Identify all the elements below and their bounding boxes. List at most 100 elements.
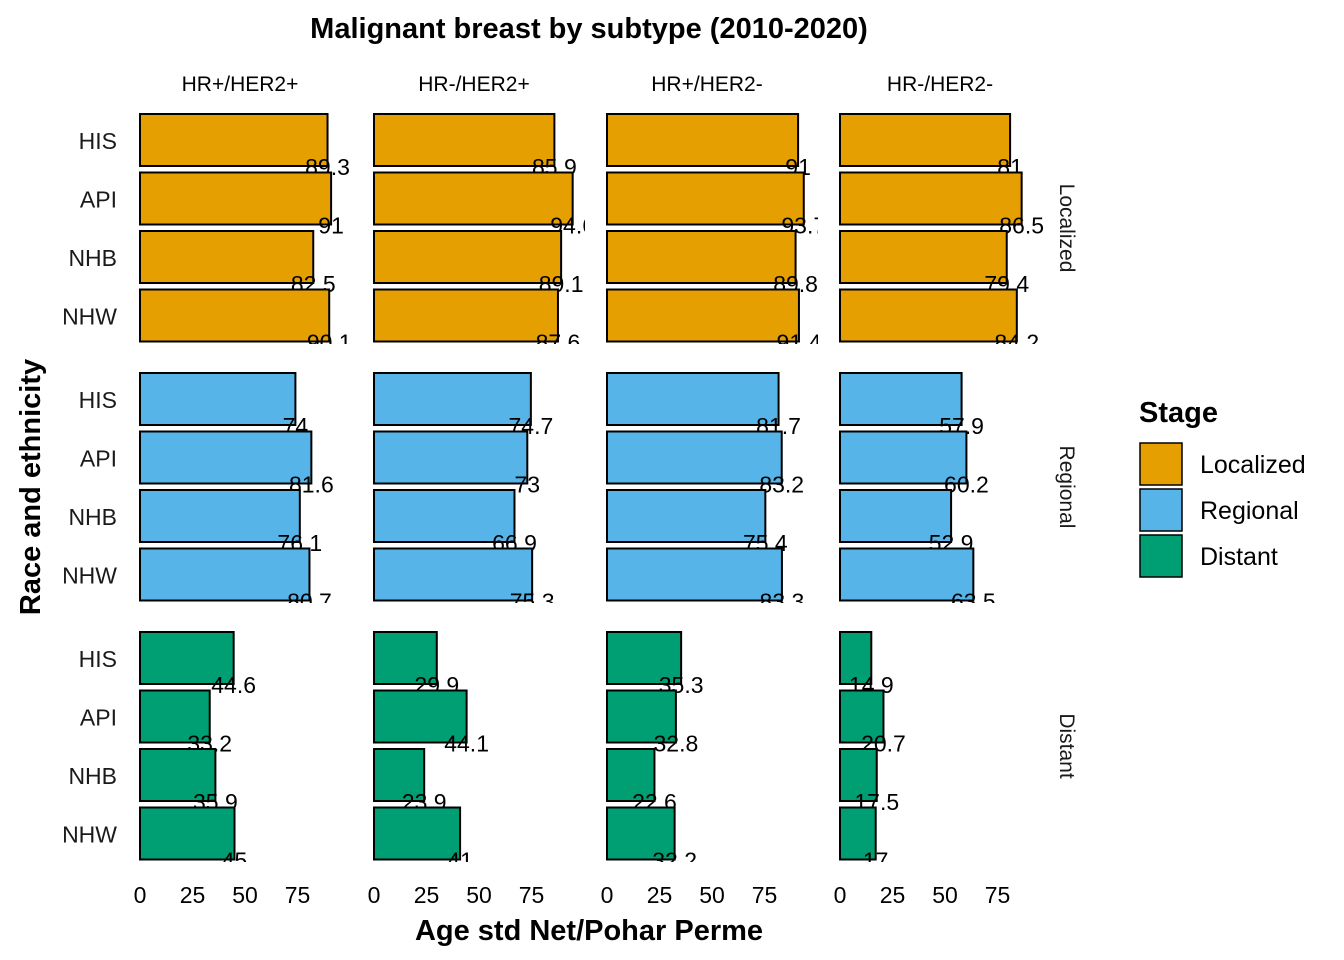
data-label: 87.6 — [536, 330, 581, 356]
bar — [606, 288, 800, 343]
x-tick-label: 75 — [285, 882, 311, 908]
data-label: 83.3 — [760, 589, 805, 615]
legend-key — [1139, 488, 1183, 532]
bar — [606, 806, 676, 861]
legend-title: Stage — [1139, 397, 1218, 429]
bar — [373, 430, 529, 485]
data-label: 83.2 — [759, 472, 804, 498]
bar — [606, 547, 783, 602]
bar — [139, 113, 329, 167]
x-tick-label: 25 — [180, 882, 206, 908]
y-tick-label: HIS — [79, 387, 117, 413]
y-tick-label: NHB — [68, 504, 117, 530]
y-axis-label: Race and ethnicity — [15, 359, 47, 615]
facet-panel: 57.960.252.963.5 — [839, 372, 996, 615]
bar — [839, 288, 1018, 343]
data-label: 63.5 — [951, 589, 996, 615]
bar — [139, 230, 315, 284]
data-label: 91 — [318, 213, 344, 239]
facet-row-label: Regional — [1055, 446, 1078, 529]
bar — [606, 430, 783, 485]
y-tick-label: NHW — [62, 304, 117, 330]
bar — [373, 806, 462, 861]
bar — [606, 689, 677, 744]
data-label: 80.7 — [287, 589, 332, 615]
legend: Stage Localized Regional Distant — [1139, 397, 1306, 578]
x-axis-label: Age std Net/Pohar Perme — [415, 915, 763, 947]
bar — [606, 631, 683, 685]
data-label: 84.2 — [994, 330, 1039, 356]
legend-key — [1139, 442, 1183, 486]
x-tick-label: 0 — [134, 882, 147, 908]
y-tick-label: HIS — [79, 128, 117, 154]
data-label: 32.8 — [653, 731, 698, 757]
y-tick-label: NHB — [68, 763, 117, 789]
x-tick-label: 75 — [985, 882, 1011, 908]
bar — [373, 689, 468, 744]
chart-title: Malignant breast by subtype (2010-2020) — [310, 13, 868, 45]
bar — [839, 171, 1023, 226]
data-label: 44.1 — [444, 731, 489, 757]
bar — [839, 806, 877, 861]
facet-panel: 44.633.235.945 — [139, 631, 256, 874]
facet-column-label: HR+/HER2- — [651, 73, 762, 96]
bar — [373, 113, 556, 167]
y-tick-label: API — [80, 187, 117, 213]
bar — [373, 547, 534, 602]
y-tick-label: HIS — [79, 646, 117, 672]
x-tick-label: 50 — [232, 882, 258, 908]
data-label: 17 — [863, 848, 889, 874]
data-label: 90.1 — [307, 330, 352, 356]
bar — [139, 806, 236, 861]
bar — [839, 748, 878, 802]
bar — [606, 748, 656, 802]
facet-column-label: HR+/HER2+ — [182, 73, 299, 96]
bar — [839, 430, 968, 485]
data-label: 73 — [515, 472, 541, 498]
x-tick-label: 0 — [368, 882, 381, 908]
x-tick-label: 25 — [414, 882, 440, 908]
bar — [373, 489, 516, 543]
facet-column-label: HR-/HER2- — [887, 73, 993, 96]
bar — [139, 171, 333, 226]
x-tick-label: 75 — [752, 882, 778, 908]
data-label: 41 — [447, 848, 473, 874]
x-tick-label: 25 — [880, 882, 906, 908]
facet-column-label: HR-/HER2+ — [418, 73, 529, 96]
bar — [139, 489, 301, 543]
bar — [839, 631, 873, 685]
facet-row-label: Distant — [1055, 713, 1078, 779]
facet-panel: 85.994.689.187.6 — [373, 113, 585, 356]
bar — [139, 547, 311, 602]
bar — [839, 489, 953, 543]
bar — [839, 372, 963, 426]
bar — [139, 748, 217, 802]
bar — [139, 689, 211, 744]
facet-panel: 29.944.123.941 — [373, 631, 489, 874]
x-tick-label: 50 — [699, 882, 725, 908]
legend-label: Regional — [1200, 497, 1299, 525]
data-label: 91.4 — [777, 330, 822, 356]
bar — [606, 489, 767, 543]
legend-label: Localized — [1200, 451, 1306, 479]
data-label: 45 — [222, 848, 248, 874]
y-tick-label: NHW — [62, 563, 117, 589]
bar — [606, 230, 797, 284]
bar — [839, 113, 1012, 167]
facet-panel: 14.920.717.517 — [839, 631, 906, 874]
bar — [139, 288, 331, 343]
data-label: 44.6 — [211, 672, 256, 698]
bar — [606, 113, 800, 167]
data-label: 32.2 — [652, 848, 697, 874]
bar — [373, 748, 426, 802]
bar — [373, 171, 574, 226]
bar — [139, 430, 313, 485]
facet-row-label: Localized — [1055, 184, 1078, 273]
facet-panel: 81.783.275.483.3 — [606, 372, 805, 615]
y-tick-label: NHW — [62, 822, 117, 848]
